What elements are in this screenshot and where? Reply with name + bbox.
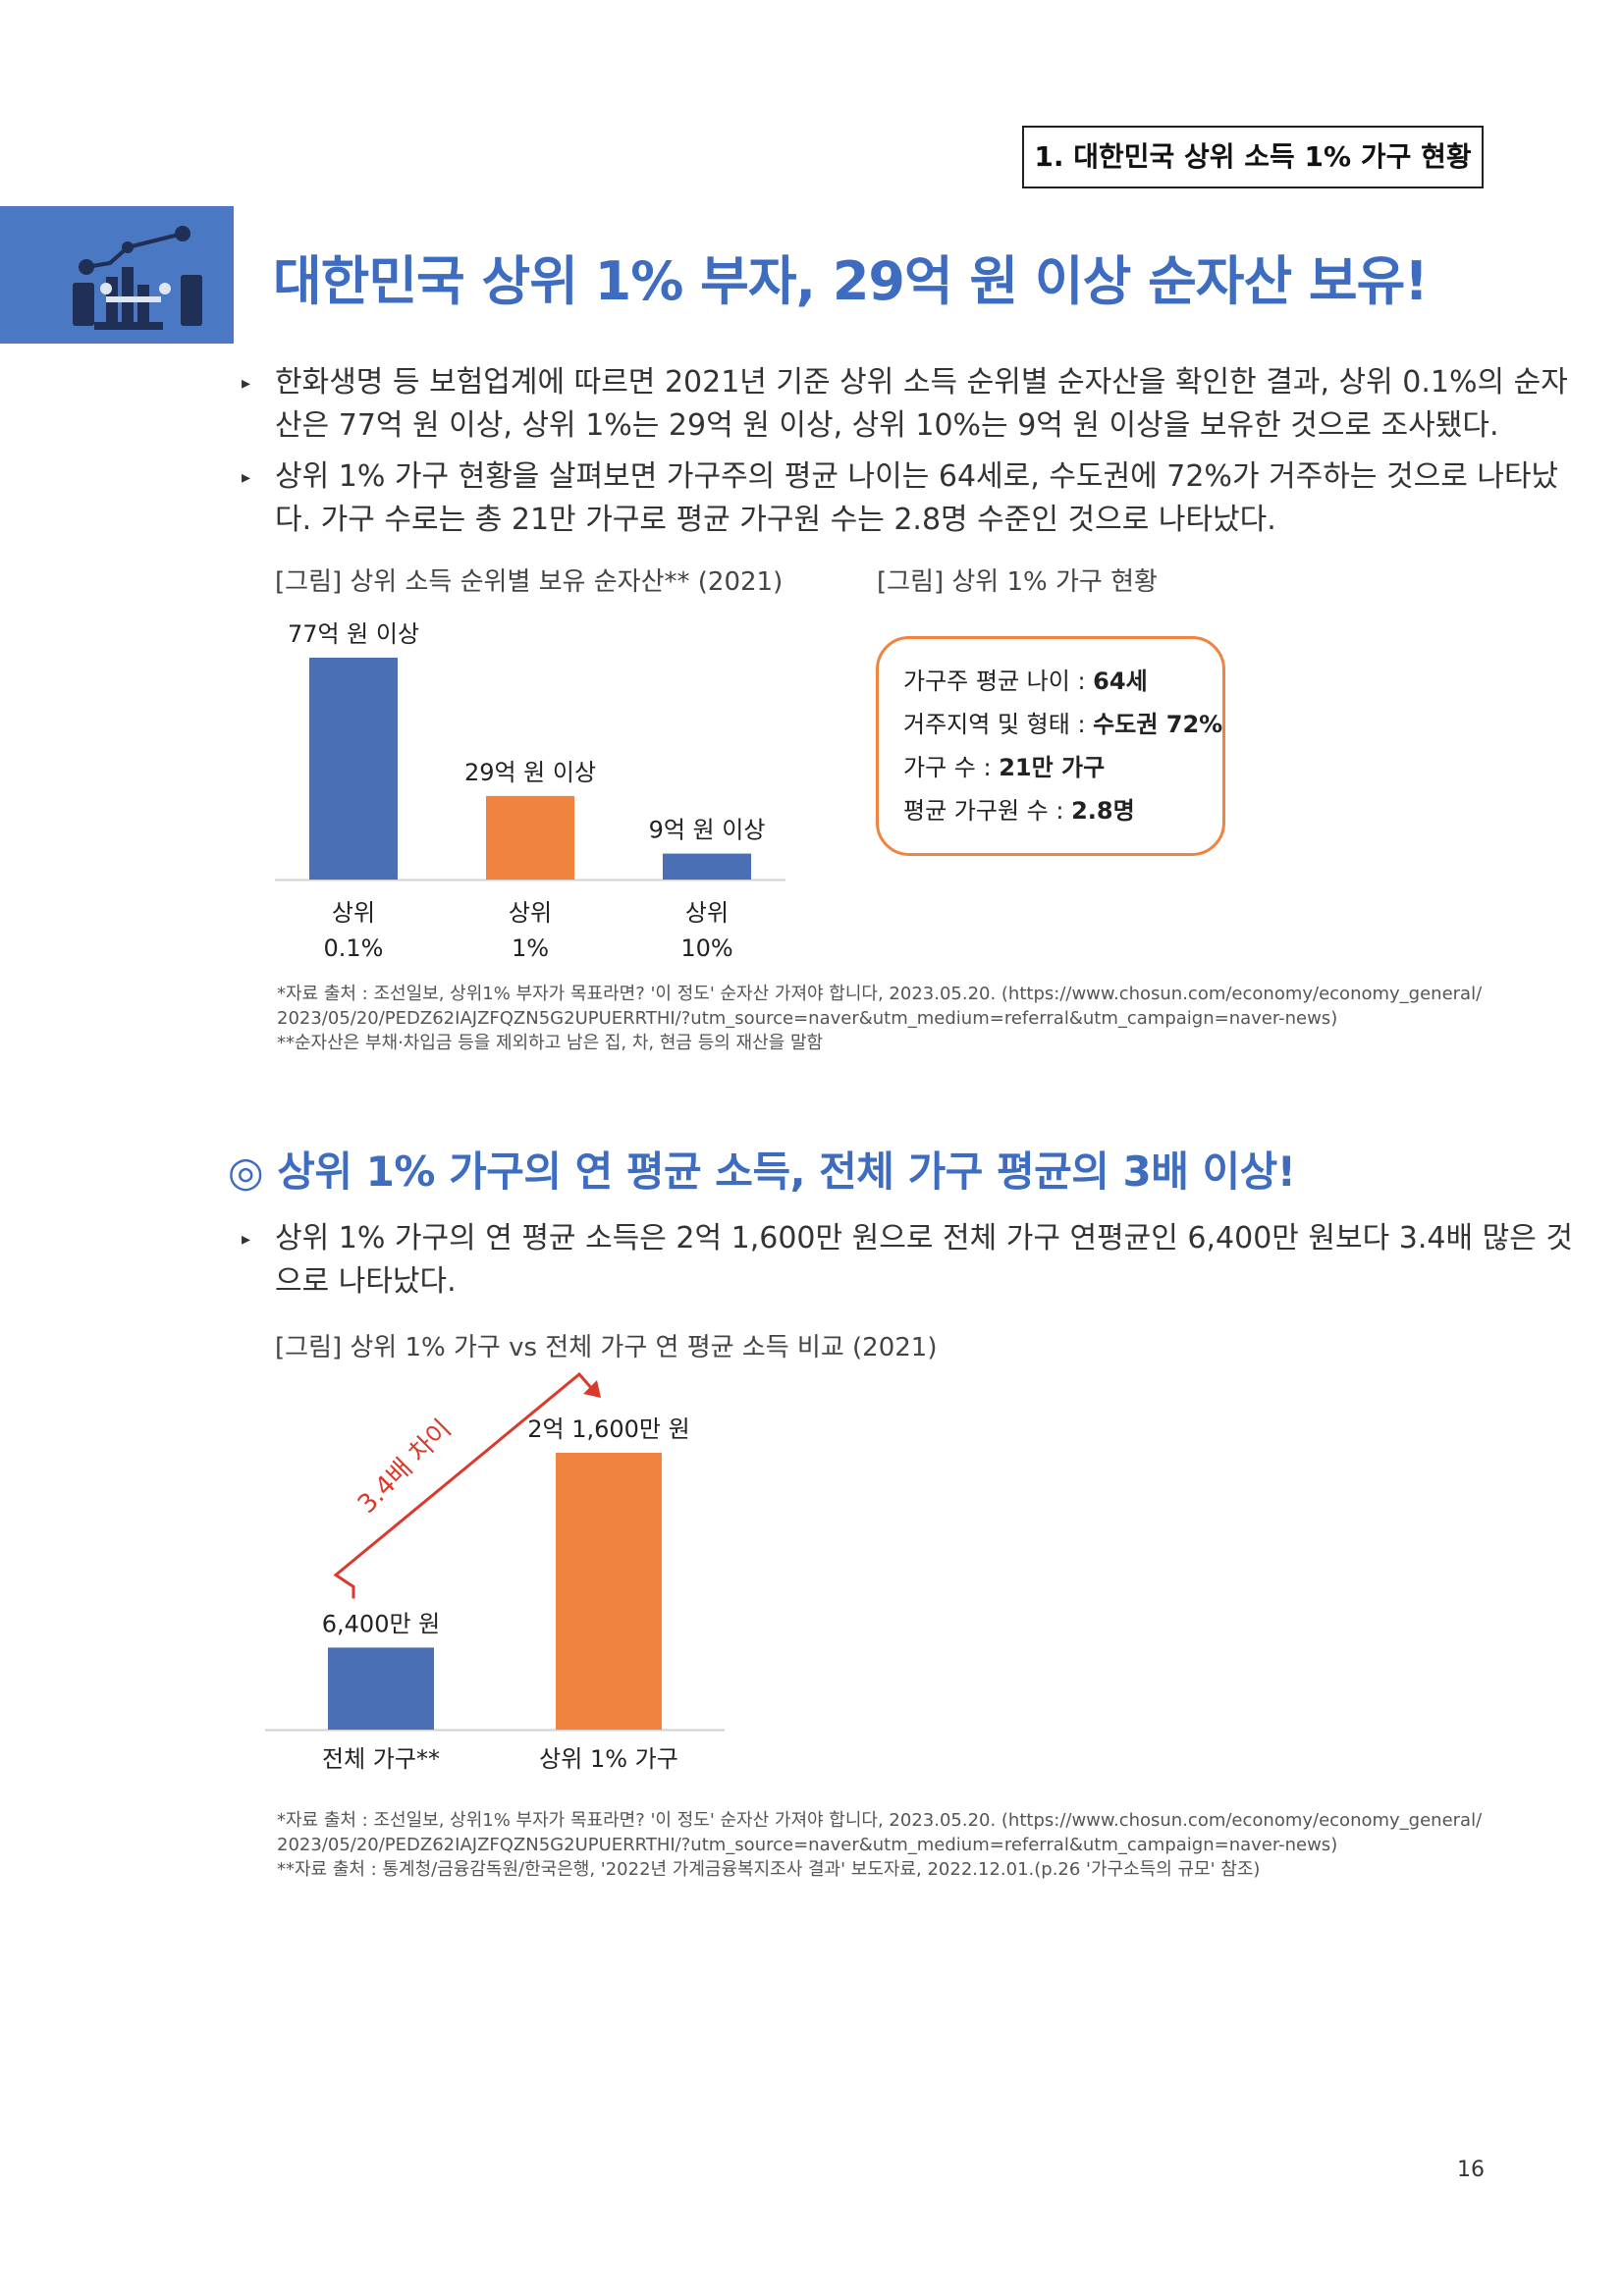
bar (328, 1647, 434, 1730)
title-band (0, 206, 234, 344)
category-label: 상위 (685, 899, 729, 927)
bullet-marker: ▸ (242, 1229, 251, 1250)
source-line: **순자산은 부채·차입금 등을 제외하고 남은 집, 차, 현금 등의 재산을… (277, 1033, 824, 1053)
source-line: **자료 출처 : 통계청/금융감독원/한국은행, '2022년 가계금융복지조… (277, 1859, 1261, 1880)
figure-caption: [그림] 상위 소득 순위별 보유 순자산** (2021) (275, 567, 784, 597)
bar-data-label: 6,400만 원 (322, 1610, 441, 1637)
source-line: *자료 출처 : 조선일보, 상위1% 부자가 목표라면? '이 정도' 순자산… (277, 984, 1483, 1004)
income-comparison-bar-chart: 6,400만 원전체 가구** 2억 1,600만 원상위 1% 가구 3.4배 차… (265, 1371, 725, 1773)
bar (556, 1453, 662, 1730)
bullet-marker: ▸ (242, 467, 251, 488)
bullet-line: 상위 1% 가구 현황을 살펴보면 가구주의 평균 나이는 64세로, 수도권에… (275, 459, 1559, 494)
page-title: 대한민국 상위 1% 부자, 29억 원 이상 순자산 보유! (273, 250, 1429, 312)
bullet-paragraph: 상위 1% 가구의 연 평균 소득은 2억 1,600만 원으로 전체 가구 연… (275, 1217, 1573, 1304)
section-heading: ◎ 상위 1% 가구의 연 평균 소득, 전체 가구 평균의 3배 이상! (228, 1148, 1296, 1196)
bar (309, 658, 398, 880)
stat-residence: 거주지역 및 형태 : 수도권 72% (903, 711, 1223, 738)
bullet-line: 상위 1% 가구의 연 평균 소득은 2억 1,600만 원으로 전체 가구 연… (275, 1221, 1573, 1255)
difference-arrow-head (583, 1380, 601, 1398)
bullet-paragraph: 상위 1% 가구 현황을 살펴보면 가구주의 평균 나이는 64세로, 수도권에… (275, 455, 1559, 542)
bar-data-label: 2억 1,600만 원 (527, 1415, 689, 1443)
bullet-line: 다. 가구 수로는 총 21만 가구로 평균 가구원 수는 2.8명 수준인 것… (275, 503, 1276, 537)
category-label: 상위 (332, 899, 375, 927)
source-note: *자료 출처 : 조선일보, 상위1% 부자가 목표라면? '이 정도' 순자산… (277, 982, 1482, 1055)
bullet-line: 산은 77억 원 이상, 상위 1%는 29억 원 이상, 상위 10%는 9억… (275, 408, 1499, 443)
difference-label: 3.4배 차이 (352, 1415, 458, 1520)
bullet-line: 으로 나타났다. (275, 1264, 457, 1299)
bullet-marker: ▸ (242, 373, 251, 394)
source-line: *자료 출처 : 조선일보, 상위1% 부자가 목표라면? '이 정도' 순자산… (277, 1810, 1483, 1831)
figure-caption: [그림] 상위 1% 가구 현황 (877, 567, 1158, 597)
page-number: 16 (1457, 2158, 1485, 2182)
bar (486, 795, 574, 880)
household-stats-box (876, 636, 1225, 856)
stat-age: 가구주 평균 나이 : 64세 (903, 667, 1148, 695)
chart-people-icon (73, 226, 202, 330)
difference-arrow-line (333, 1371, 595, 1599)
source-line: 2023/05/20/PEDZ62IAJZFQZN5G2UPUERRTHI/?u… (277, 1835, 1338, 1855)
category-label: 상위 (509, 899, 552, 927)
section-label: 1. 대한민국 상위 소득 1% 가구 현황 (1022, 126, 1484, 188)
category-label: 전체 가구** (322, 1745, 440, 1773)
figure-caption: [그림] 상위 1% 가구 vs 전체 가구 연 평균 소득 비교 (2021) (275, 1333, 938, 1362)
stat-household-size: 평균 가구원 수 : 2.8명 (903, 797, 1135, 825)
category-label: 0.1% (324, 934, 384, 962)
bar-data-label: 77억 원 이상 (288, 620, 419, 648)
bar-data-label: 29억 원 이상 (464, 759, 596, 786)
category-label: 1% (512, 934, 549, 962)
category-label: 10% (680, 934, 732, 962)
source-line: 2023/05/20/PEDZ62IAJZFQZN5G2UPUERRTHI/?u… (277, 1008, 1338, 1029)
bar (663, 853, 751, 880)
source-note: *자료 출처 : 조선일보, 상위1% 부자가 목표라면? '이 정도' 순자산… (277, 1808, 1482, 1882)
bullet-line: 한화생명 등 보험업계에 따르면 2021년 기준 상위 소득 순위별 순자산을… (275, 365, 1568, 400)
bar-data-label: 9억 원 이상 (649, 817, 766, 844)
bullet-paragraph: 한화생명 등 보험업계에 따르면 2021년 기준 상위 소득 순위별 순자산을… (275, 361, 1568, 448)
stat-household-count: 가구 수 : 21만 가구 (903, 754, 1106, 781)
category-label: 상위 1% 가구 (539, 1745, 678, 1773)
